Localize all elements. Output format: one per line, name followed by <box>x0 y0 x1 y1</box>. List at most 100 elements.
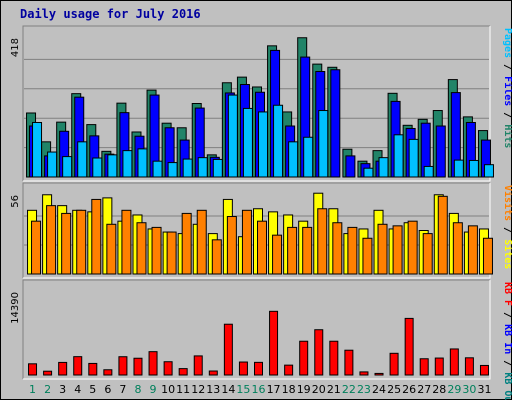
bar-sites <box>392 225 403 275</box>
bar-pages <box>197 157 208 178</box>
visits-sites-panel-highlight <box>23 183 491 279</box>
bar-sites <box>422 233 433 275</box>
bar-pages <box>453 159 464 178</box>
kb-panel-highlight <box>23 280 491 380</box>
x-tick-label: 26 <box>402 383 416 396</box>
bar-pages <box>303 136 314 178</box>
x-tick-label: 13 <box>206 383 220 396</box>
bar-kb-f <box>58 361 68 376</box>
bar-pages <box>92 157 103 178</box>
bar-sites <box>407 220 418 275</box>
bar-pages <box>152 160 163 178</box>
bar-sites <box>121 209 132 275</box>
bar-pages <box>137 148 148 178</box>
bar-sites <box>46 205 57 275</box>
bar-sites <box>332 222 343 275</box>
x-tick-label: 15 <box>236 383 250 396</box>
bar-sites <box>61 212 72 275</box>
y-axis-label-part: Files <box>502 70 512 106</box>
bar-sites <box>302 226 313 275</box>
bar-pages <box>167 162 178 178</box>
bar-sites <box>287 226 298 275</box>
x-tick-label: 17 <box>267 383 281 396</box>
x-tick-label: 2 <box>44 383 51 396</box>
bar-kb-f <box>299 340 309 376</box>
bar-sites <box>106 223 117 275</box>
bar-sites <box>226 216 237 275</box>
bar-kb-f <box>449 348 459 376</box>
bar-pages <box>258 111 268 178</box>
x-tick-label: 28 <box>432 383 446 396</box>
x-tick-label: 25 <box>387 383 401 396</box>
bar-kb-f <box>223 323 233 376</box>
usage-panel-shadow <box>22 25 490 181</box>
bar-sites <box>482 237 493 275</box>
bar-sites <box>136 222 147 275</box>
bar-pages <box>468 159 479 178</box>
bar-sites <box>377 223 388 275</box>
bar-sites <box>362 237 373 275</box>
x-tick-label: 23 <box>357 383 371 396</box>
bar-sites <box>347 226 358 275</box>
y-max-label: 14390 <box>10 292 21 324</box>
bar-pages <box>378 157 389 178</box>
bar-pages <box>77 141 88 178</box>
bar-sites <box>467 225 478 275</box>
y-max-label: 56 <box>10 195 21 208</box>
bar-pages <box>107 154 118 178</box>
x-tick-label: 1 <box>29 383 36 396</box>
bar-files <box>435 125 446 178</box>
x-tick-label: 6 <box>104 383 111 396</box>
x-tick-label: 10 <box>161 383 175 396</box>
bar-kb-f <box>434 357 444 376</box>
y-axis-label: Visits / Sites <box>502 185 512 269</box>
bar-kb-f <box>464 357 474 376</box>
visits-sites-panel-shadow <box>22 182 490 278</box>
y-axis-label-part: Sites <box>502 233 512 269</box>
bar-kb-f <box>344 349 354 376</box>
y-axis-label-part: / <box>502 354 512 366</box>
y-axis-label-part: / <box>502 106 512 118</box>
bar-pages <box>393 134 404 178</box>
y-axis-label-part: Visits <box>502 185 512 221</box>
x-tick-label: 4 <box>74 383 81 396</box>
bar-sites <box>241 209 252 275</box>
bar-kb-f <box>269 310 279 376</box>
x-tick-label: 16 <box>252 383 266 396</box>
x-tick-label: 18 <box>282 383 296 396</box>
bar-kb-f <box>208 370 218 376</box>
bar-kb-f <box>103 369 113 376</box>
bar-pages <box>32 121 43 178</box>
bar-sites <box>151 226 162 275</box>
x-tick-label: 21 <box>327 383 341 396</box>
y-axis-label-part: Hits <box>502 118 512 148</box>
bar-pages <box>483 164 494 178</box>
bar-sites <box>166 231 177 275</box>
bar-sites <box>181 212 192 275</box>
bar-sites <box>257 220 267 275</box>
bar-sites <box>272 234 283 275</box>
y-axis-label: Pages / Files / Hits <box>502 28 512 148</box>
usage-panel-highlight <box>23 26 491 182</box>
bar-pages <box>408 138 419 178</box>
bar-pages <box>62 156 73 178</box>
bar-kb-f <box>43 370 53 376</box>
y-axis-label-part: KB In <box>502 318 512 354</box>
bar-pages <box>122 150 133 178</box>
bar-kb-f <box>254 361 263 376</box>
y-max-label: 418 <box>10 38 21 57</box>
bar-kb-f <box>73 356 83 376</box>
x-tick-label: 22 <box>342 383 356 396</box>
bar-kb-f <box>404 317 414 376</box>
x-tick-label: 31 <box>477 383 491 396</box>
bar-sites <box>31 220 42 275</box>
bar-pages <box>182 158 193 178</box>
bar-kb-f <box>238 361 248 376</box>
bar-pages <box>318 110 329 178</box>
x-tick-label: 27 <box>417 383 431 396</box>
y-axis-label: KB F / KB In / KB Out <box>502 282 512 400</box>
bar-kb-f <box>374 372 384 376</box>
y-axis-label-part: / <box>502 306 512 318</box>
bar-kb-f <box>284 364 294 376</box>
bar-sites <box>91 198 102 275</box>
